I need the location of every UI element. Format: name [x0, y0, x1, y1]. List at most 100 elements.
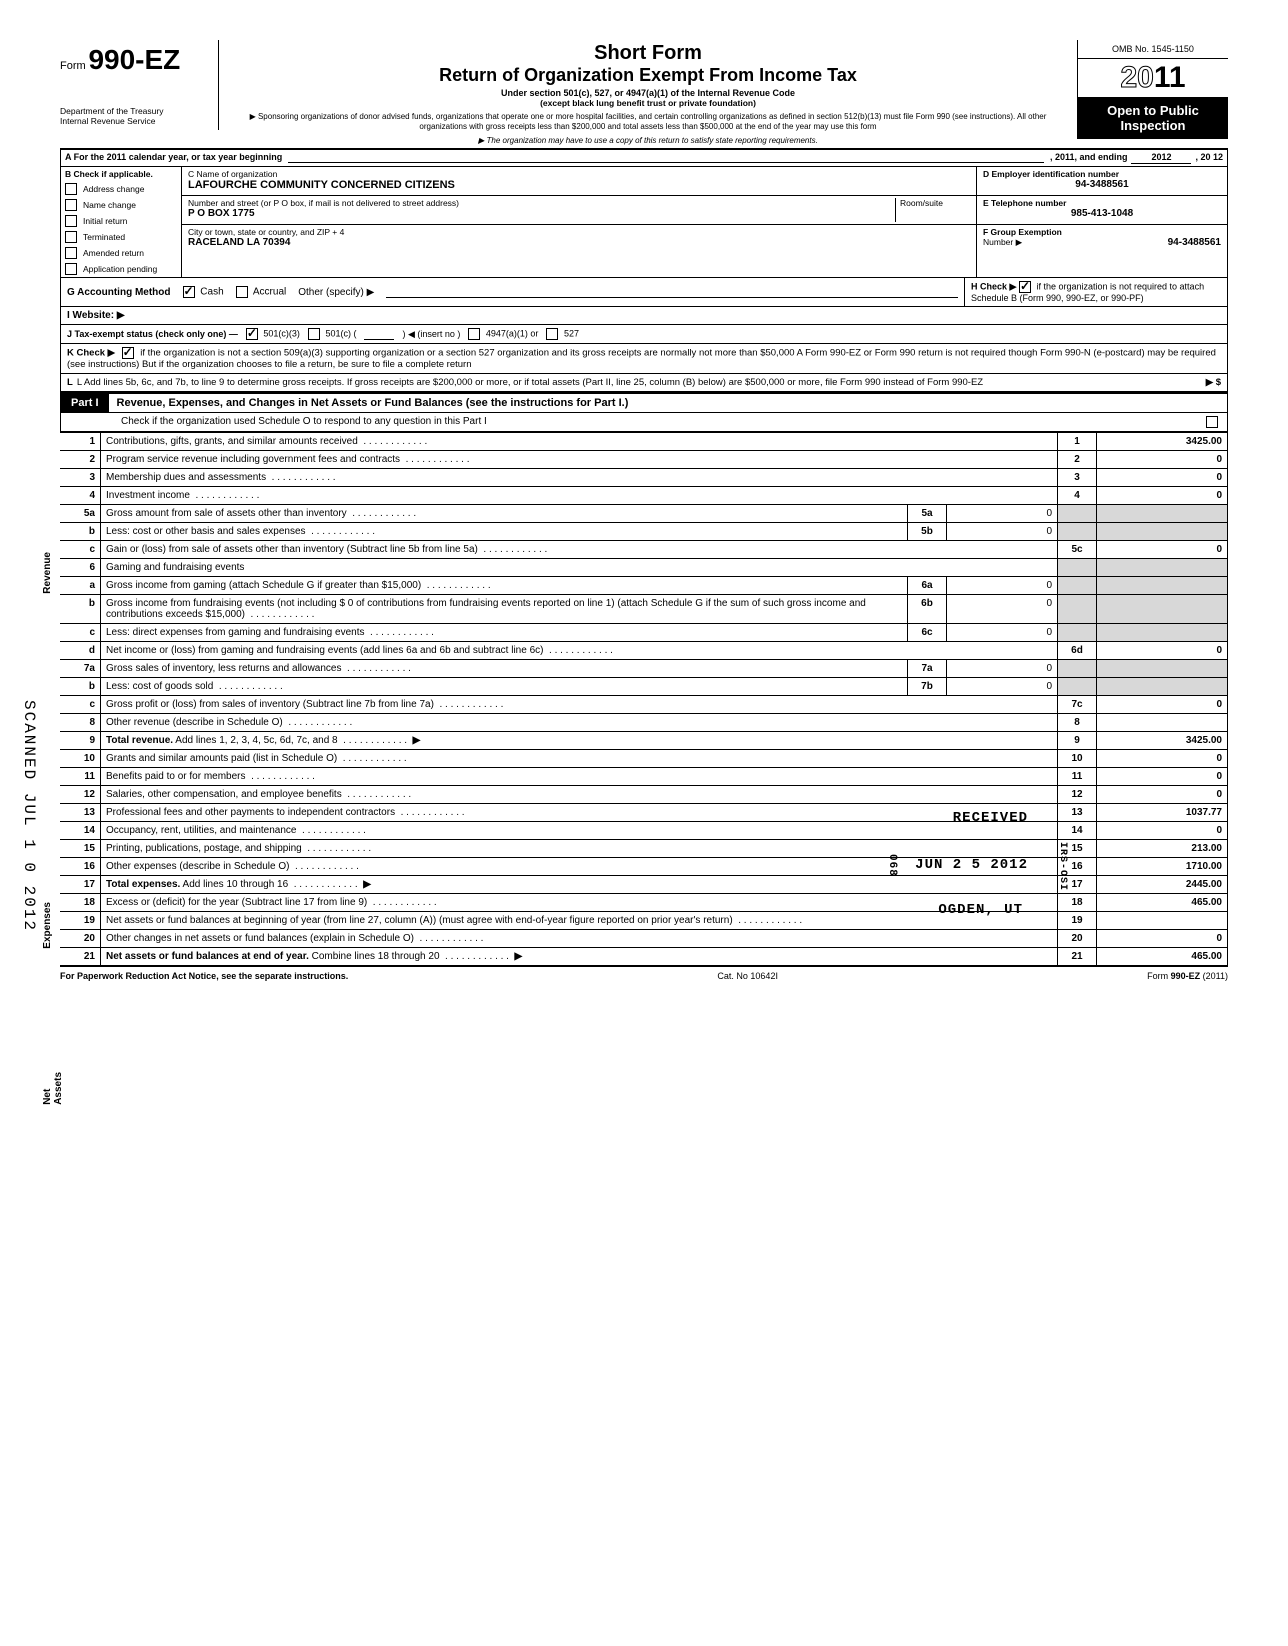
f-label: F Group Exemption [983, 227, 1221, 237]
check-name-change[interactable]: Name change [61, 197, 181, 213]
b-label: B Check if applicable. [61, 167, 181, 181]
h-label: H Check ▶ [971, 281, 1016, 291]
check-cash[interactable]: Cash [183, 286, 224, 298]
mini-line-value: 0 [947, 577, 1058, 595]
line-number: 18 [60, 894, 101, 912]
mini-line-number: 5b [908, 523, 947, 541]
table-row: 8Other revenue (describe in Schedule O) … [60, 714, 1228, 732]
line-number: 3 [60, 469, 101, 487]
check-527[interactable]: 527 [546, 328, 579, 340]
line-desc: Gross sales of inventory, less returns a… [101, 660, 908, 678]
line-number: 12 [60, 786, 101, 804]
line-result-val: 0 [1097, 696, 1228, 714]
line-result-val: 1710.00 [1097, 858, 1228, 876]
table-row: 20Other changes in net assets or fund ba… [60, 930, 1228, 948]
line-desc: Investment income . . . . . . . . . . . … [101, 487, 1058, 505]
check-initial-return[interactable]: Initial return [61, 213, 181, 229]
tax-year-end-field[interactable]: 2012 [1131, 152, 1191, 164]
line-desc: Other expenses (describe in Schedule O) … [101, 858, 1058, 876]
line-desc: Gaming and fundraising events [101, 559, 1058, 577]
form-number: 990-EZ [88, 44, 180, 75]
header-instr1: ▶ Sponsoring organizations of donor advi… [227, 112, 1069, 132]
check-k[interactable] [122, 347, 134, 359]
table-row: 7aGross sales of inventory, less returns… [60, 660, 1228, 678]
line-result-val: 0 [1097, 451, 1228, 469]
line-result-num: 8 [1058, 714, 1097, 732]
subtitle: Under section 501(c), 527, or 4947(a)(1)… [227, 88, 1069, 98]
mini-line-number: 6b [908, 595, 947, 624]
line-result-num [1058, 577, 1097, 595]
line-number: a [60, 577, 101, 595]
line-desc: Other changes in net assets or fund bala… [101, 930, 1058, 948]
check-501c3[interactable]: 501(c)(3) [246, 328, 300, 340]
line-result-val: 0 [1097, 822, 1228, 840]
line-result-val: 465.00 [1097, 894, 1228, 912]
line-number: d [60, 642, 101, 660]
line-result-num: 3 [1058, 469, 1097, 487]
line-number: 11 [60, 768, 101, 786]
check-application-pending[interactable]: Application pending [61, 261, 181, 277]
table-row: aGross income from gaming (attach Schedu… [60, 577, 1228, 595]
line-number: 21 [60, 948, 101, 966]
line-number: 5a [60, 505, 101, 523]
line-result-num [1058, 624, 1097, 642]
line-desc: Less: cost or other basis and sales expe… [101, 523, 908, 541]
line-result-val: 3425.00 [1097, 433, 1228, 451]
line-result-val [1097, 678, 1228, 696]
line-desc: Gross income from fundraising events (no… [101, 595, 908, 624]
room-suite-label: Room/suite [895, 198, 970, 222]
year-box: OMB No. 1545-1150 2011 Open to PublicIns… [1077, 40, 1228, 139]
line-desc: Membership dues and assessments . . . . … [101, 469, 1058, 487]
table-row: cGross profit or (loss) from sales of in… [60, 696, 1228, 714]
org-address: P O BOX 1775 [188, 208, 895, 219]
line-result-num: 12 [1058, 786, 1097, 804]
line-number: 13 [60, 804, 101, 822]
open-to-public: Open to PublicInspection [1078, 97, 1228, 139]
line-result-num [1058, 678, 1097, 696]
check-amended[interactable]: Amended return [61, 245, 181, 261]
table-row: 5aGross amount from sale of assets other… [60, 505, 1228, 523]
line-result-val [1097, 912, 1228, 930]
check-terminated[interactable]: Terminated [61, 229, 181, 245]
check-501c[interactable]: 501(c) ( [308, 328, 357, 340]
line-result-num: 6d [1058, 642, 1097, 660]
table-row: 9Total revenue. Add lines 1, 2, 3, 4, 5c… [60, 732, 1228, 750]
table-row: 13Professional fees and other payments t… [60, 804, 1228, 822]
line-result-val [1097, 523, 1228, 541]
line-result-num [1058, 660, 1097, 678]
line-desc: Excess or (deficit) for the year (Subtra… [101, 894, 1058, 912]
tax-year-begin-field[interactable] [288, 152, 1044, 163]
short-form-title: Short Form [227, 42, 1069, 65]
line-result-num: 1 [1058, 433, 1097, 451]
line-result-num: 19 [1058, 912, 1097, 930]
check-4947[interactable]: 4947(a)(1) or [468, 328, 538, 340]
line-result-val: 0 [1097, 768, 1228, 786]
mini-line-value: 0 [947, 523, 1058, 541]
tax-year: 2011 [1078, 59, 1228, 97]
check-h[interactable] [1019, 281, 1031, 293]
org-city: RACELAND LA 70394 [188, 237, 970, 248]
table-row: bGross income from fundraising events (n… [60, 595, 1228, 624]
line-number: b [60, 595, 101, 624]
check-address-change[interactable]: Address change [61, 181, 181, 197]
g-other-field[interactable] [386, 287, 958, 298]
line-desc: Total revenue. Add lines 1, 2, 3, 4, 5c,… [101, 732, 1058, 750]
dept-treasury: Department of the Treasury [60, 106, 210, 116]
line-result-num [1058, 595, 1097, 624]
mini-line-number: 6a [908, 577, 947, 595]
part1-schedule-o-check[interactable] [1206, 416, 1218, 428]
j-label: J Tax-exempt status (check only one) — [67, 329, 238, 339]
table-row: 6Gaming and fundraising events [60, 559, 1228, 577]
line-number: c [60, 541, 101, 559]
table-row: 17Total expenses. Add lines 10 through 1… [60, 876, 1228, 894]
line-desc: Net assets or fund balances at end of ye… [101, 948, 1058, 966]
501c-insert-field[interactable] [364, 329, 394, 340]
line-g-h: G Accounting Method Cash Accrual Other (… [60, 278, 1228, 307]
line-result-val: 1037.77 [1097, 804, 1228, 822]
line-result-num [1058, 505, 1097, 523]
l-arrow: ▶ $ [1206, 377, 1221, 388]
check-accrual[interactable]: Accrual [236, 286, 287, 298]
mini-line-value: 0 [947, 624, 1058, 642]
table-row: 4Investment income . . . . . . . . . . .… [60, 487, 1228, 505]
col-def-right: D Employer identification number 94-3488… [976, 167, 1227, 277]
